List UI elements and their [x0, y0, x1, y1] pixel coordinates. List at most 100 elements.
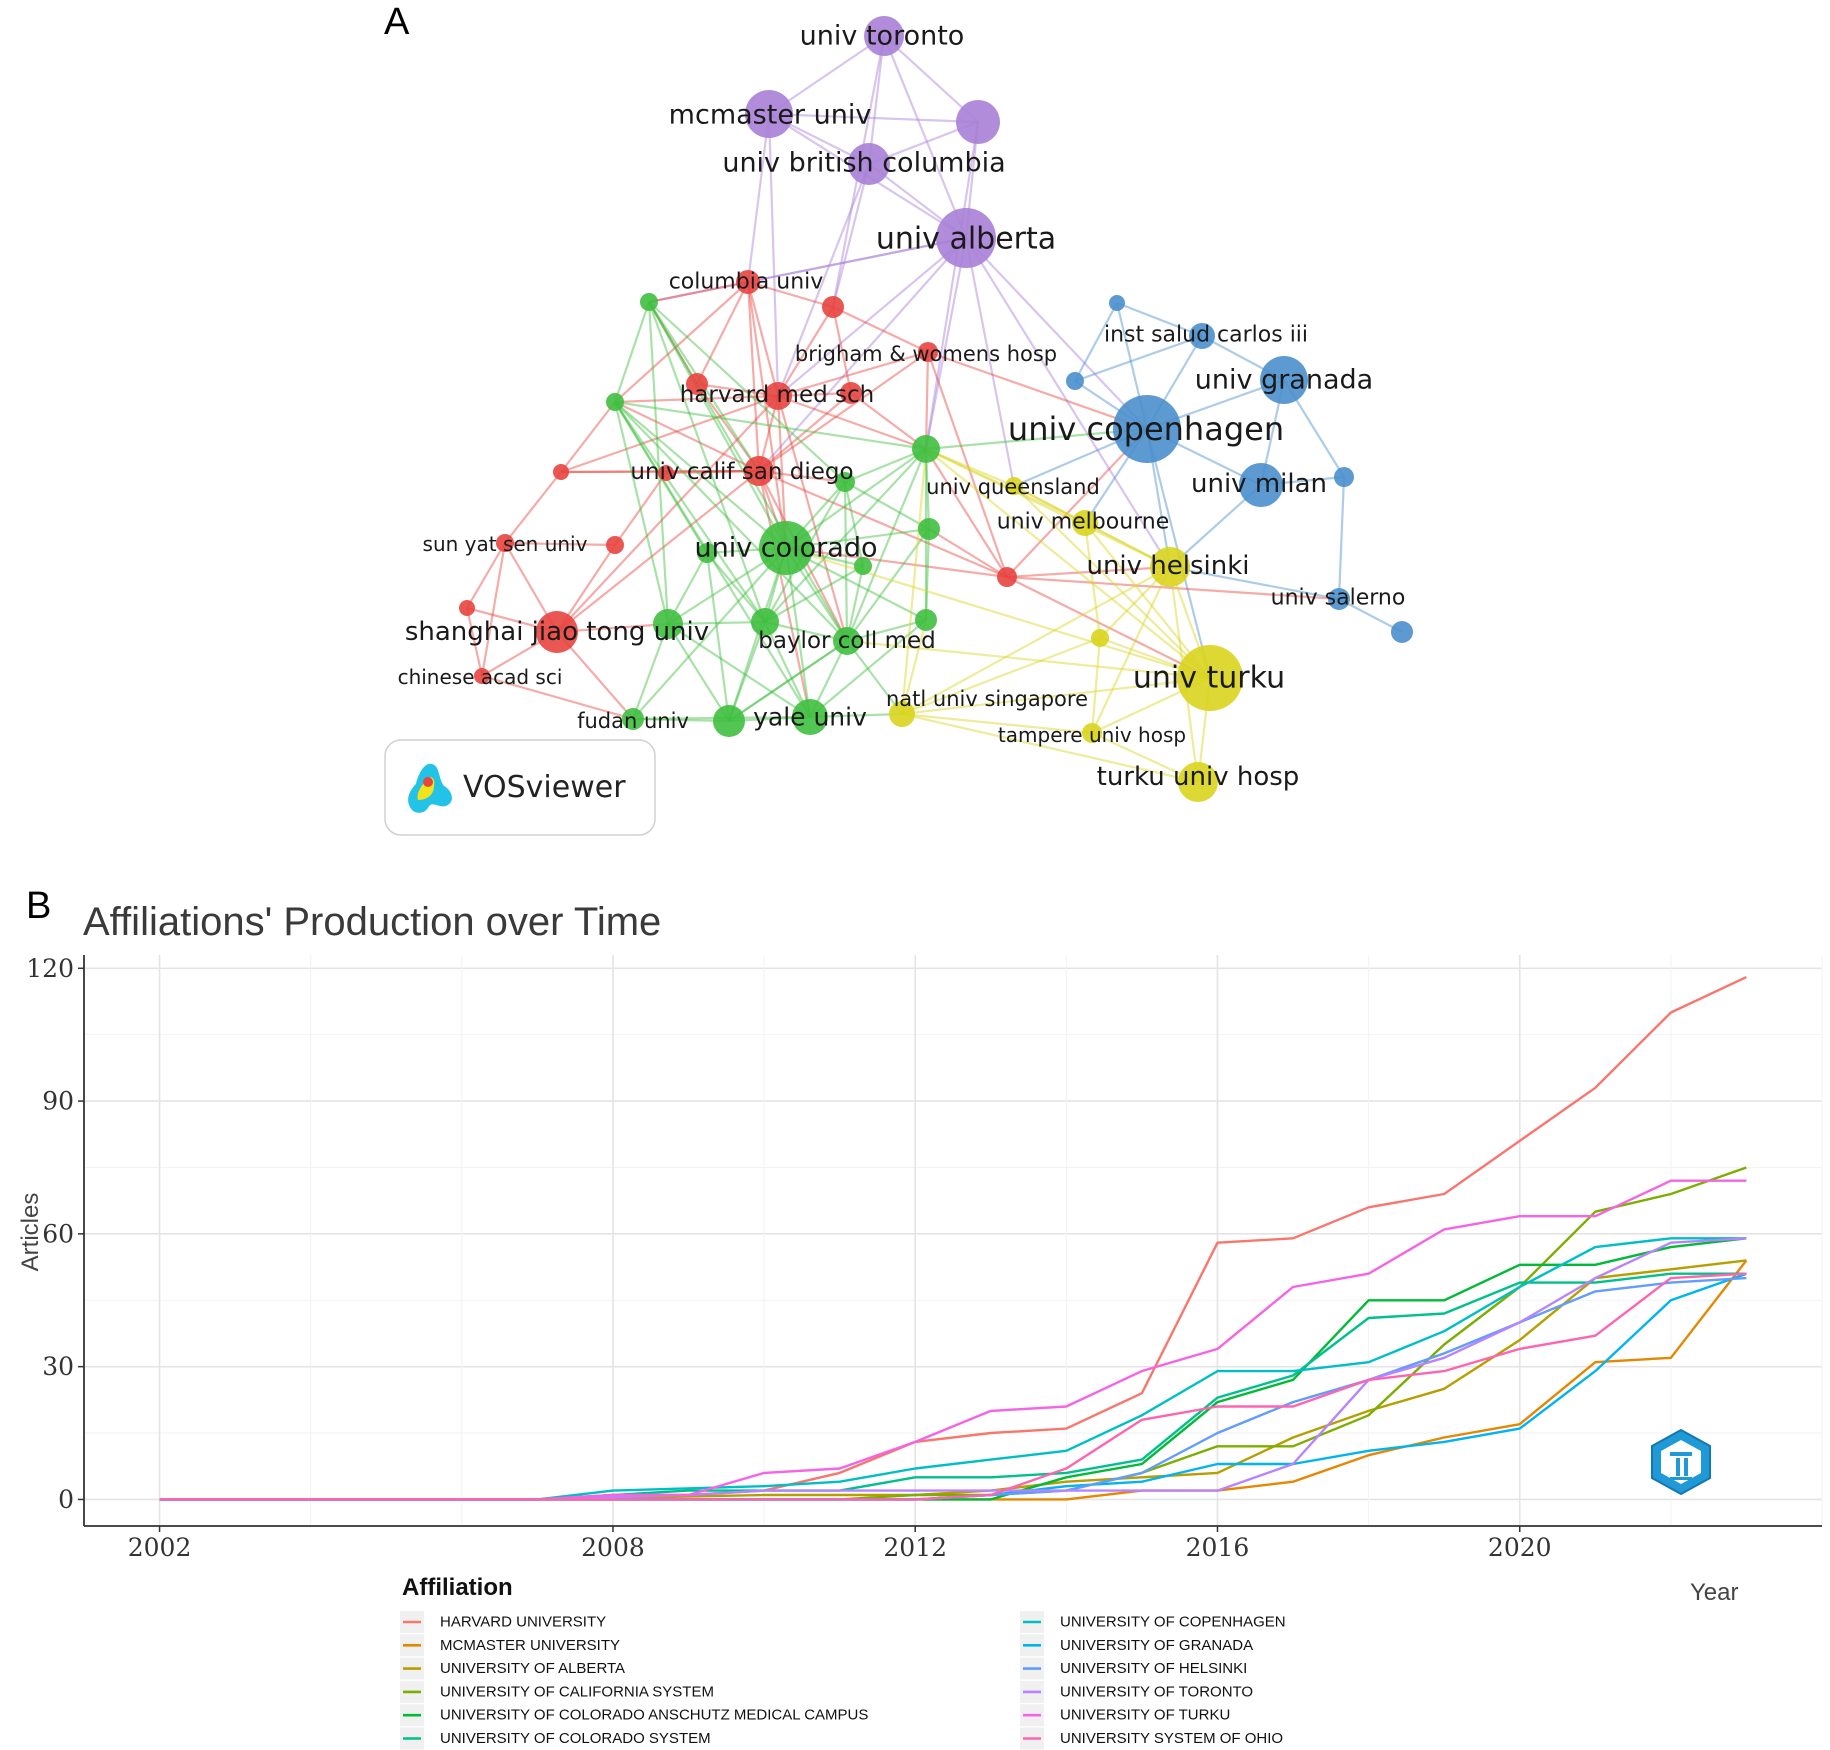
network-edge: [613, 401, 670, 625]
network-edge: [1006, 565, 1171, 579]
network-edge: [480, 542, 507, 677]
network-edge: [831, 163, 871, 308]
series-line: [159, 1237, 1747, 1501]
network-node-g8[interactable]: [653, 609, 683, 639]
network-node-r_h1[interactable]: [686, 373, 708, 395]
network-node-r_ucsd2[interactable]: [658, 465, 674, 481]
network-node-milan[interactable]: [1239, 463, 1283, 507]
network-node-g7[interactable]: [854, 557, 872, 575]
network-node-queensland[interactable]: [1005, 477, 1023, 495]
network-label-cas: chinese acad sci: [398, 665, 563, 689]
network-node-g1[interactable]: [640, 293, 658, 311]
network-node-yale[interactable]: [792, 699, 828, 735]
network-edge: [746, 281, 788, 549]
network-node-nus[interactable]: [889, 701, 915, 727]
network-label-toronto: univ toronto: [800, 21, 965, 52]
network-node-instsalud[interactable]: [1189, 323, 1215, 349]
network-node-g5[interactable]: [697, 543, 717, 563]
x-tick-label: 2012: [883, 1533, 947, 1562]
network-edge: [648, 236, 967, 304]
network-node-r_mid[interactable]: [997, 567, 1017, 587]
network-edge: [901, 676, 1211, 716]
network-edge: [777, 306, 834, 397]
network-node-g10[interactable]: [915, 609, 937, 631]
network-node-b1[interactable]: [1109, 295, 1125, 311]
network-edge: [648, 301, 698, 385]
network-edge: [504, 541, 616, 547]
network-label-tampere: tampere univ hosp: [998, 723, 1186, 747]
network-edge: [613, 301, 651, 403]
network-edge: [1006, 575, 1340, 601]
network-edge: [614, 400, 927, 451]
network-node-sjtu[interactable]: [536, 611, 578, 653]
legend-item-label: UNIVERSITY OF CALIFORNIA SYSTEM: [440, 1683, 714, 1700]
network-node-columbia[interactable]: [736, 270, 760, 294]
network-node-b2[interactable]: [1066, 372, 1084, 390]
network-node-copenhagen[interactable]: [1113, 395, 1181, 463]
network-edge: [925, 427, 1148, 451]
network-edge: [901, 566, 1171, 715]
network-node-r_h3[interactable]: [840, 382, 862, 404]
network-edge: [764, 565, 864, 623]
network-edge: [777, 237, 967, 397]
network-node-r_col2[interactable]: [822, 296, 844, 318]
network-edge: [843, 481, 865, 567]
network-node-g2[interactable]: [606, 393, 624, 411]
network-edge: [925, 448, 1171, 568]
network-node-ubc[interactable]: [848, 143, 890, 185]
network-edge: [831, 306, 853, 394]
network-edge: [785, 448, 927, 549]
network-edge: [746, 113, 771, 283]
network-node-g3[interactable]: [912, 435, 940, 463]
network-label-granada: univ granada: [1195, 365, 1373, 396]
series-line: [159, 1179, 1747, 1501]
network-node-g6[interactable]: [918, 518, 940, 540]
network-edge: [758, 237, 967, 472]
network-label-alberta: univ alberta: [876, 222, 1056, 257]
network-node-ucsd[interactable]: [744, 456, 774, 486]
network-node-g4[interactable]: [835, 472, 855, 492]
network-edge: [706, 552, 766, 623]
network-edge: [924, 237, 968, 450]
network-node-b4[interactable]: [1391, 621, 1413, 643]
network-node-turku[interactable]: [1177, 645, 1243, 711]
network-node-purple3[interactable]: [956, 100, 1000, 144]
network-node-mcmaster[interactable]: [745, 90, 793, 138]
network-node-baylor[interactable]: [833, 627, 861, 655]
network-label-ubc: univ british columbia: [722, 148, 1005, 179]
chart-title: Affiliations' Production over Time: [83, 900, 661, 944]
network-node-b3[interactable]: [1334, 467, 1354, 487]
network-node-r_sj[interactable]: [459, 600, 475, 616]
network-node-r_sy2[interactable]: [606, 536, 624, 554]
network-edge: [614, 401, 766, 623]
network-edge: [1116, 301, 1203, 338]
network-edge: [614, 401, 787, 549]
network-node-g11[interactable]: [713, 705, 745, 737]
network-node-sunyat[interactable]: [496, 534, 514, 552]
network-node-fudan[interactable]: [622, 708, 644, 730]
network-edges: [465, 35, 1403, 784]
network-node-turkuhosp[interactable]: [1178, 762, 1218, 802]
network-node-cas[interactable]: [474, 668, 490, 684]
network-edge: [1338, 598, 1403, 633]
network-node-harvard[interactable]: [764, 382, 792, 410]
network-node-melbourne[interactable]: [1072, 510, 1098, 536]
chart-ticks: 0 30 60 90 120 2002 2008 2012 2016 2020: [26, 954, 1551, 1562]
network-edge: [900, 448, 928, 715]
network-node-helsinki[interactable]: [1150, 547, 1190, 587]
network-node-alberta[interactable]: [936, 208, 996, 268]
network-nodes: [459, 16, 1413, 802]
network-node-y1[interactable]: [1091, 629, 1109, 647]
network-node-colorado[interactable]: [759, 521, 813, 575]
network-edge: [901, 712, 1093, 735]
network-node-toronto[interactable]: [864, 16, 904, 56]
legend-item-label: UNIVERSITY OF COLORADO SYSTEM: [440, 1730, 711, 1747]
network-node-r_left[interactable]: [553, 464, 569, 480]
network-node-salerno[interactable]: [1328, 588, 1350, 610]
network-node-granada[interactable]: [1260, 356, 1308, 404]
network-node-g9[interactable]: [751, 608, 779, 636]
chart-axes: [83, 955, 1822, 1527]
network-label-fudan: fudan univ: [577, 709, 689, 733]
network-node-brigham[interactable]: [918, 342, 938, 362]
network-node-tampere[interactable]: [1082, 723, 1102, 743]
